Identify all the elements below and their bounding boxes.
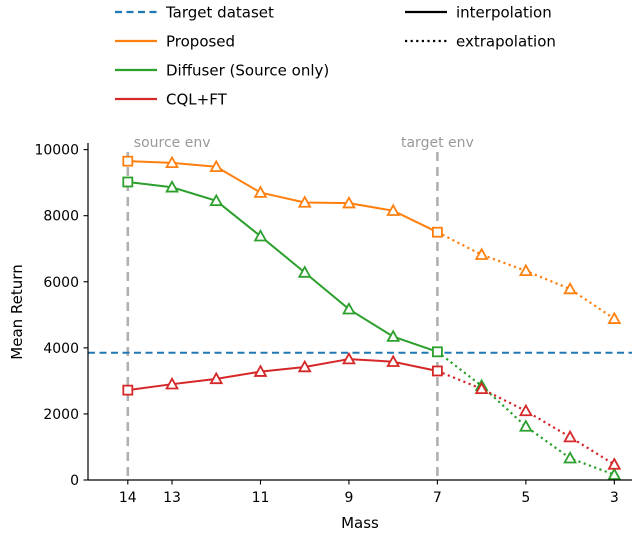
marker-triangle-proposed-x4 — [563, 281, 578, 295]
series-line-diffuser-source-only-extrapolation — [436, 350, 615, 476]
legend-label: interpolation — [456, 4, 552, 22]
marker-triangle-cql-ft-x8 — [386, 354, 401, 367]
marker-triangle-cql-ft-x10 — [297, 359, 312, 373]
marker-triangle-diffuser-source-only-x13 — [165, 180, 179, 193]
y-tick-label: 2000 — [43, 407, 79, 423]
legend-item-proposed: Proposed — [115, 33, 235, 51]
y-tick-label: 6000 — [43, 275, 79, 291]
marker-triangle-cql-ft-x6 — [474, 381, 489, 395]
marker-square-diffuser-source-only-x7 — [431, 346, 443, 358]
legend-label: extrapolation — [456, 33, 556, 51]
series-line-cql-ft-interpolation — [127, 358, 438, 392]
marker-triangle-proposed-x3 — [607, 311, 622, 324]
marker-triangle-cql-ft-x13 — [165, 376, 179, 390]
marker-triangle-diffuser-source-only-x8 — [386, 329, 401, 342]
marker-triangle-diffuser-source-only-x3 — [607, 467, 622, 480]
marker-triangle-diffuser-source-only-x5 — [518, 419, 533, 432]
marker-triangle-proposed-x5 — [518, 263, 533, 277]
series-line-proposed-interpolation — [127, 160, 438, 234]
marker-triangle-cql-ft-x4 — [563, 429, 578, 443]
marker-square-proposed-x14 — [122, 155, 134, 167]
x-tick-label: 5 — [521, 490, 530, 506]
marker-triangle-cql-ft-x9 — [342, 351, 356, 365]
x-tick-label: 11 — [252, 490, 270, 506]
x-axis-label: Mass — [341, 514, 379, 532]
x-tick-label: 14 — [119, 490, 137, 506]
legend-item-cql-ft: CQL+FT — [115, 91, 228, 109]
legend-item-extrapolation: extrapolation — [405, 33, 556, 51]
legend-item-interpolation: interpolation — [405, 4, 552, 22]
marker-triangle-proposed-x8 — [386, 203, 401, 216]
x-tick-label: 3 — [610, 490, 619, 506]
marker-triangle-proposed-x13 — [165, 155, 179, 169]
y-tick-label: 10000 — [34, 143, 79, 159]
y-tick-label: 8000 — [43, 209, 79, 225]
marker-triangle-proposed-x10 — [297, 195, 312, 208]
marker-triangle-diffuser-source-only-x9 — [342, 301, 356, 315]
marker-triangle-cql-ft-x3 — [607, 457, 622, 470]
marker-triangle-cql-ft-x12 — [209, 371, 224, 385]
annotation-label-target-env: target env — [401, 135, 474, 151]
legend-item-target-dataset: Target dataset — [115, 4, 274, 22]
series-line-diffuser-source-only-interpolation — [127, 180, 438, 353]
legend-label: Proposed — [166, 33, 235, 51]
marker-triangle-proposed-x11 — [253, 185, 268, 198]
y-tick-label: 0 — [70, 473, 79, 489]
marker-square-cql-ft-x14 — [122, 384, 134, 396]
marker-triangle-diffuser-source-only-x4 — [563, 450, 578, 464]
marker-triangle-proposed-x12 — [209, 159, 224, 172]
annotation-label-source-env: source env — [134, 135, 211, 151]
marker-triangle-diffuser-source-only-x11 — [253, 228, 268, 242]
marker-triangle-diffuser-source-only-x12 — [209, 193, 224, 207]
x-tick-label: 13 — [163, 490, 181, 506]
x-tick-label: 9 — [344, 490, 353, 506]
y-tick-label: 4000 — [43, 341, 79, 357]
marker-triangle-cql-ft-x11 — [253, 364, 268, 377]
x-tick-label: 7 — [433, 490, 442, 506]
legend-label: Target dataset — [165, 4, 274, 22]
marker-triangle-proposed-x6 — [474, 247, 489, 260]
marker-triangle-proposed-x9 — [342, 195, 356, 209]
marker-triangle-cql-ft-x5 — [518, 403, 533, 417]
marker-square-cql-ft-x7 — [431, 365, 443, 377]
marker-square-diffuser-source-only-x14 — [122, 176, 134, 188]
chart-render-layer: source env target env 14 13 11 9 7 5 3 0 2000 4000 6… — [34, 4, 632, 506]
y-axis-label: Mean Return — [8, 264, 26, 359]
legend-item-diffuser-source-only: Diffuser (Source only) — [115, 62, 329, 80]
legend-label: CQL+FT — [166, 91, 228, 109]
marker-triangle-diffuser-source-only-x10 — [297, 265, 312, 278]
marker-square-proposed-x7 — [431, 226, 443, 238]
series-line-cql-ft-extrapolation — [436, 369, 615, 466]
legend-label: Diffuser (Source only) — [166, 62, 329, 80]
